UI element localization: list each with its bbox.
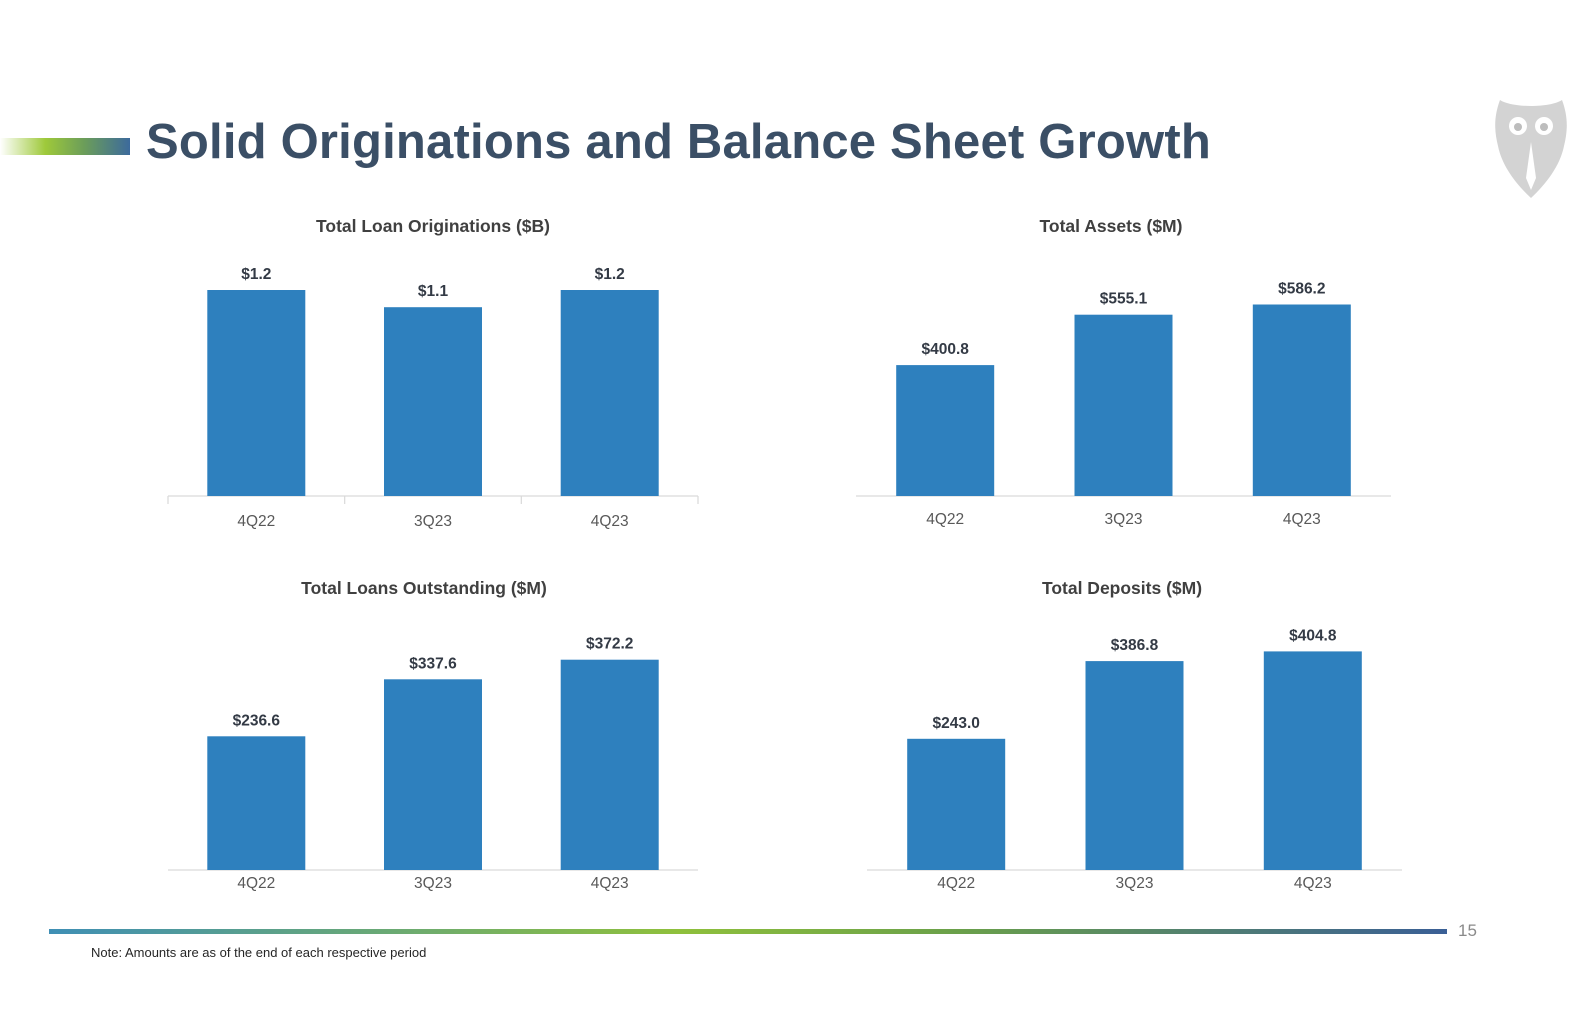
footer-divider bbox=[49, 929, 1447, 934]
bar-4q22 bbox=[207, 736, 306, 870]
bar-3q23 bbox=[384, 679, 482, 870]
bar-4q23 bbox=[1252, 304, 1351, 496]
bars bbox=[896, 304, 1351, 496]
value-labels: $236.6 $337.6 $372.2 bbox=[233, 636, 634, 730]
category-labels: 4Q22 3Q23 4Q23 bbox=[237, 513, 628, 530]
chart-title: Total Loan Originations ($B) bbox=[316, 216, 550, 236]
data-label: $1.2 bbox=[241, 266, 271, 283]
x-tick-label: 3Q23 bbox=[414, 875, 452, 892]
bar-4q23 bbox=[560, 290, 659, 496]
data-label: $337.6 bbox=[409, 655, 457, 672]
x-tick-label: 4Q23 bbox=[591, 875, 629, 892]
bar-3q23 bbox=[384, 307, 482, 496]
footnote: Note: Amounts are as of the end of each … bbox=[91, 945, 427, 960]
bar-4q22 bbox=[896, 365, 995, 496]
chart-loan-originations: Total Loan Originations ($B) $1.2$1.1$1.… bbox=[167, 216, 699, 530]
x-tick-label: 4Q23 bbox=[1283, 511, 1321, 528]
x-tick-label: 4Q23 bbox=[1294, 875, 1332, 892]
x-tick-label: 4Q22 bbox=[237, 513, 275, 530]
x-tick-label: 3Q23 bbox=[414, 513, 452, 530]
data-label: $400.8 bbox=[921, 341, 969, 358]
chart-title: Total Assets ($M) bbox=[1040, 216, 1183, 236]
bar-4q22 bbox=[907, 738, 1006, 870]
page-number: 15 bbox=[1458, 921, 1477, 940]
bar-4q22 bbox=[207, 290, 306, 496]
value-labels: $400.8 $555.1 $586.2 bbox=[921, 281, 1325, 359]
chart-total-deposits: Total Deposits ($M) $243.0 $386.8 $404.8 4… bbox=[867, 578, 1402, 892]
value-labels: $243.0 $386.8 $404.8 bbox=[932, 627, 1336, 731]
bars bbox=[207, 290, 659, 496]
data-label: $1.2 bbox=[595, 266, 625, 283]
chart-title: Total Loans Outstanding ($M) bbox=[301, 578, 547, 598]
data-label: $372.2 bbox=[586, 636, 633, 653]
bar-4q23 bbox=[1263, 651, 1362, 870]
category-labels: 4Q22 3Q23 4Q23 bbox=[937, 875, 1332, 892]
data-label: $1.1 bbox=[418, 283, 449, 300]
category-labels: 4Q22 3Q23 4Q23 bbox=[926, 511, 1321, 528]
data-label: $236.6 bbox=[233, 712, 281, 729]
chart-loans-outstanding: Total Loans Outstanding ($M) $236.6 $337.… bbox=[168, 578, 698, 892]
bar-4q23 bbox=[560, 659, 659, 870]
title-accent-bar bbox=[0, 138, 130, 155]
x-tick-label: 4Q22 bbox=[237, 875, 275, 892]
data-label: $586.2 bbox=[1278, 281, 1325, 298]
chart-total-assets: Total Assets ($M) $400.8 $555.1 $586.2 4Q2… bbox=[856, 216, 1391, 528]
x-tick-label: 3Q23 bbox=[1116, 875, 1154, 892]
owl-logo-icon bbox=[1495, 100, 1567, 198]
data-label: $555.1 bbox=[1100, 291, 1148, 308]
bar-3q23 bbox=[1085, 661, 1184, 870]
x-tick-label: 4Q23 bbox=[591, 513, 629, 530]
x-tick-label: 4Q22 bbox=[937, 875, 975, 892]
chart-title: Total Deposits ($M) bbox=[1042, 578, 1202, 598]
page-title: Solid Originations and Balance Sheet Gro… bbox=[146, 115, 1211, 169]
bars bbox=[207, 659, 659, 870]
data-label: $243.0 bbox=[932, 715, 979, 732]
data-label: $386.8 bbox=[1111, 637, 1159, 654]
value-labels: $1.2 $1.1 $1.2 bbox=[241, 266, 625, 300]
x-tick-label: 3Q23 bbox=[1105, 511, 1143, 528]
bar-3q23 bbox=[1074, 314, 1173, 496]
x-tick-label: 4Q22 bbox=[926, 511, 964, 528]
data-label: $404.8 bbox=[1289, 627, 1337, 644]
category-labels: 4Q22 3Q23 4Q23 bbox=[237, 875, 628, 892]
bars bbox=[907, 651, 1362, 870]
